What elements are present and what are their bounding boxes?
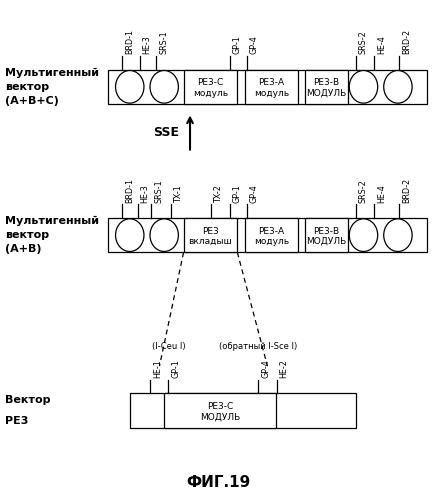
Text: GP-1: GP-1 <box>171 360 181 378</box>
Bar <box>245 70 298 104</box>
Text: вектор: вектор <box>5 82 49 92</box>
Text: HE-3: HE-3 <box>143 36 152 54</box>
Circle shape <box>116 70 144 103</box>
Text: SRS-1: SRS-1 <box>159 30 168 54</box>
Text: HE-3: HE-3 <box>140 184 150 203</box>
Bar <box>184 218 237 252</box>
Circle shape <box>116 219 144 252</box>
Text: GP-4: GP-4 <box>262 360 270 378</box>
Text: МОДУЛЬ: МОДУЛЬ <box>200 412 240 422</box>
Text: ФИГ.19: ФИГ.19 <box>186 475 250 490</box>
Circle shape <box>150 219 178 252</box>
Text: МОДУЛЬ: МОДУЛЬ <box>307 237 347 246</box>
Bar <box>305 218 348 252</box>
Text: HE-4: HE-4 <box>377 36 386 54</box>
Bar <box>130 394 356 428</box>
Text: РЕ3-В: РЕ3-В <box>313 78 340 87</box>
Circle shape <box>384 70 412 103</box>
Text: HE-1: HE-1 <box>153 360 163 378</box>
Text: (А+В): (А+В) <box>5 244 41 254</box>
Text: РЕ3-А: РЕ3-А <box>258 226 284 235</box>
Text: РЕ3-В: РЕ3-В <box>313 226 340 235</box>
Text: РЕ3-С: РЕ3-С <box>207 402 233 411</box>
Text: РЕ3-С: РЕ3-С <box>198 78 224 87</box>
Text: GP-4: GP-4 <box>250 36 259 54</box>
Text: TX-1: TX-1 <box>174 185 183 202</box>
Text: BRD-1: BRD-1 <box>125 29 134 54</box>
Text: SRS-2: SRS-2 <box>359 179 368 203</box>
Text: HE-2: HE-2 <box>279 359 289 378</box>
Text: SRS-2: SRS-2 <box>359 30 368 54</box>
Text: GP-1: GP-1 <box>233 36 242 54</box>
Text: Мультигенный: Мультигенный <box>5 216 99 226</box>
Bar <box>108 218 427 252</box>
Text: вкладыш: вкладыш <box>189 237 232 246</box>
Text: SSE: SSE <box>153 126 179 139</box>
Text: BRD-2: BRD-2 <box>402 29 411 54</box>
Circle shape <box>150 70 178 103</box>
Text: GP-4: GP-4 <box>250 184 259 203</box>
Text: Мультигенный: Мультигенный <box>5 68 99 78</box>
Bar <box>184 70 237 104</box>
Bar <box>305 70 348 104</box>
Circle shape <box>349 219 378 252</box>
Text: GP-1: GP-1 <box>233 184 242 203</box>
Text: модуль: модуль <box>254 237 289 246</box>
Text: РЕ3: РЕ3 <box>5 416 28 426</box>
Bar <box>245 218 298 252</box>
Bar <box>108 70 427 104</box>
Text: (обратный I-Sce I): (обратный I-Sce I) <box>219 342 298 351</box>
Text: HE-4: HE-4 <box>377 184 386 203</box>
Text: BRD-2: BRD-2 <box>402 178 411 203</box>
Text: (А+В+С): (А+В+С) <box>5 96 59 106</box>
Bar <box>164 394 276 428</box>
Text: SRS-1: SRS-1 <box>154 179 164 203</box>
Text: Вектор: Вектор <box>5 396 51 406</box>
Circle shape <box>349 70 378 103</box>
Text: РЕ3: РЕ3 <box>202 226 219 235</box>
Text: TX-2: TX-2 <box>214 184 223 202</box>
Text: модуль: модуль <box>193 88 228 98</box>
Circle shape <box>384 219 412 252</box>
Text: МОДУЛЬ: МОДУЛЬ <box>307 88 347 98</box>
Text: BRD-1: BRD-1 <box>125 178 134 203</box>
Text: модуль: модуль <box>254 88 289 98</box>
Text: вектор: вектор <box>5 230 49 240</box>
Text: (I-Ceu I): (I-Ceu I) <box>152 342 185 351</box>
Text: РЕ3-А: РЕ3-А <box>258 78 284 87</box>
